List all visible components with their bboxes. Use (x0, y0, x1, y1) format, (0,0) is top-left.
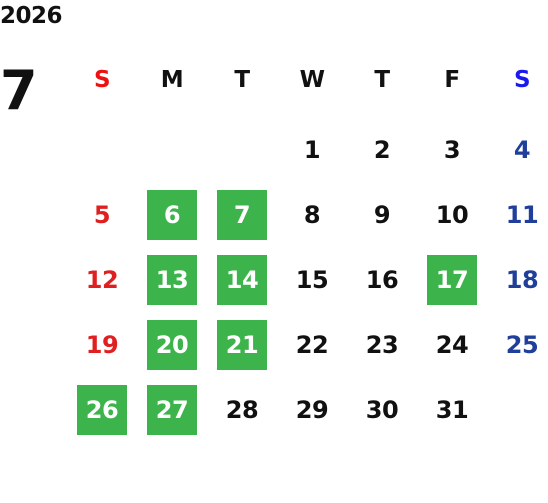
day-cell[interactable]: 23 (365, 331, 399, 359)
day-cell[interactable]: 22 (295, 331, 329, 359)
day-cell[interactable]: 3 (443, 136, 461, 164)
day-cell[interactable]: 10 (435, 201, 469, 229)
day-cell[interactable]: 28 (225, 396, 259, 424)
day-cell[interactable]: 17 (427, 255, 477, 305)
weekday-header: T (234, 67, 250, 93)
weekday-header: S (513, 67, 531, 93)
day-cell[interactable]: 6 (147, 190, 197, 240)
day-cell[interactable]: 13 (147, 255, 197, 305)
weekday-header: S (93, 67, 111, 93)
month-number: 7 (0, 59, 38, 122)
day-cell[interactable]: 24 (435, 331, 469, 359)
day-cell[interactable]: 26 (77, 385, 127, 435)
day-cell[interactable]: 5 (93, 201, 111, 229)
day-cell[interactable]: 16 (365, 266, 399, 294)
day-cell[interactable]: 27 (147, 385, 197, 435)
day-cell[interactable]: 8 (303, 201, 321, 229)
day-cell[interactable]: 31 (435, 396, 469, 424)
day-cell[interactable]: 19 (85, 331, 119, 359)
day-cell[interactable]: 1 (303, 136, 321, 164)
day-cell[interactable]: 7 (217, 190, 267, 240)
weekday-header: T (374, 67, 390, 93)
weekday-header: F (444, 67, 460, 93)
day-cell[interactable]: 30 (365, 396, 399, 424)
year-label: 2026 (0, 3, 63, 29)
weekday-header: W (299, 67, 325, 93)
day-cell[interactable]: 18 (505, 266, 539, 294)
day-cell[interactable]: 21 (217, 320, 267, 370)
day-cell[interactable]: 2 (373, 136, 391, 164)
day-cell[interactable]: 29 (295, 396, 329, 424)
day-cell[interactable]: 11 (505, 201, 539, 229)
day-cell[interactable]: 14 (217, 255, 267, 305)
weekday-header: M (160, 67, 184, 93)
day-cell[interactable]: 25 (505, 331, 539, 359)
day-cell[interactable]: 4 (513, 136, 531, 164)
day-cell[interactable]: 12 (85, 266, 119, 294)
day-cell[interactable]: 15 (295, 266, 329, 294)
day-cell[interactable]: 20 (147, 320, 197, 370)
day-cell[interactable]: 9 (373, 201, 391, 229)
